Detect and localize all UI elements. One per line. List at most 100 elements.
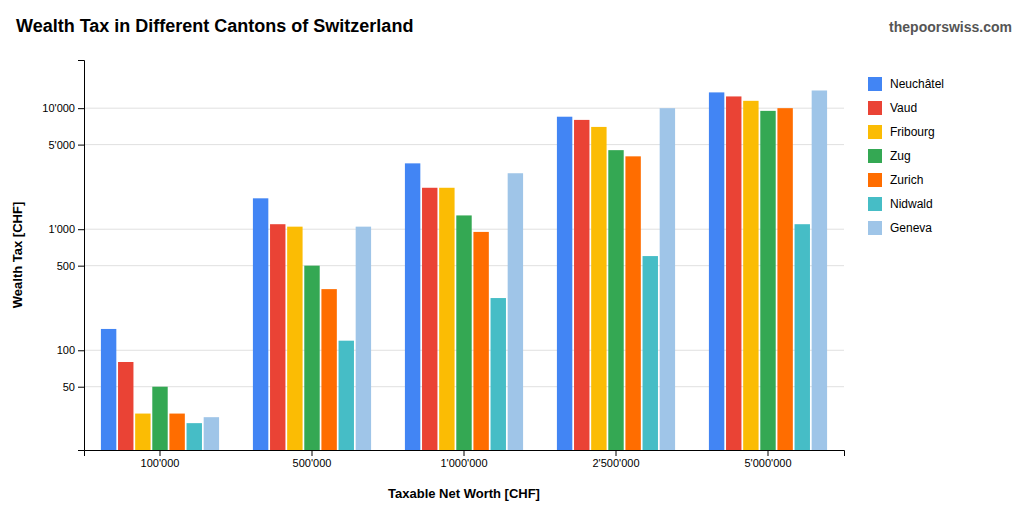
- y-tick-label: 5'000: [48, 139, 75, 151]
- legend-item: Zurich: [868, 173, 923, 187]
- bars: [101, 90, 827, 450]
- legend-label: Neuchâtel: [890, 77, 944, 91]
- legend-swatch: [868, 197, 882, 211]
- bar: [339, 341, 354, 450]
- bar-series: [135, 101, 758, 450]
- plot-area: 501005001'0005'00010'000100'000500'0001'…: [42, 61, 844, 469]
- x-tick: 5'000'000: [744, 450, 791, 469]
- legend-swatch: [868, 101, 882, 115]
- bar: [777, 108, 792, 450]
- bar-series: [204, 90, 827, 450]
- bar: [491, 298, 506, 450]
- legend-item: Zug: [868, 149, 911, 163]
- y-axis-title: Wealth Tax [CHF]: [10, 202, 25, 308]
- x-tick-label: 5'000'000: [744, 457, 791, 469]
- x-tick-label: 100'000: [141, 457, 180, 469]
- bar-series: [152, 111, 775, 450]
- bar: [660, 108, 675, 450]
- x-tick-mark: [616, 450, 617, 456]
- bar: [405, 163, 420, 450]
- bar: [321, 289, 336, 450]
- legend-label: Fribourg: [890, 125, 935, 139]
- bar: [557, 117, 572, 450]
- bar: [270, 224, 285, 450]
- bar: [591, 127, 606, 450]
- x-tick-mark: [464, 450, 465, 456]
- bar-series: [118, 96, 741, 450]
- x-tick: 1'000'000: [440, 450, 487, 469]
- legend-item: Nidwald: [868, 197, 933, 211]
- legend-swatch: [868, 221, 882, 235]
- bar: [574, 120, 589, 450]
- x-tick-mark: [160, 450, 161, 456]
- x-tick-mark: [312, 450, 313, 456]
- bar: [760, 111, 775, 450]
- bar: [726, 96, 741, 450]
- y-axis: 501005001'0005'00010'000: [42, 61, 84, 451]
- y-tick-mark: [78, 108, 84, 109]
- x-tick-mark: [768, 450, 769, 456]
- legend-label: Zurich: [890, 173, 923, 187]
- x-tick: 2'500'000: [592, 450, 639, 469]
- x-tick-label: 1'000'000: [440, 457, 487, 469]
- x-axis-line: [85, 451, 845, 457]
- legend-swatch: [868, 77, 882, 91]
- y-tick-label: 10'000: [42, 102, 75, 114]
- y-tick-mark: [78, 350, 84, 351]
- y-tick-label: 1'000: [48, 223, 75, 235]
- y-tick: 5'000: [48, 139, 84, 151]
- bar: [135, 414, 150, 450]
- y-tick-mark: [78, 229, 84, 230]
- legend-item: Vaud: [868, 101, 917, 115]
- bar: [439, 188, 454, 450]
- legend-item: Geneva: [868, 221, 932, 235]
- x-axis: 100'000 500'000 1'000'000 2'500'000 5'000'00…: [85, 450, 845, 469]
- legend-swatch: [868, 149, 882, 163]
- y-tick: 100: [57, 344, 84, 356]
- bar: [253, 198, 268, 450]
- x-tick: 500'000: [293, 450, 332, 469]
- y-tick: 10'000: [42, 102, 84, 114]
- bar-series: [187, 224, 810, 450]
- bar-series: [101, 92, 724, 450]
- bar: [204, 417, 219, 450]
- legend-label: Nidwald: [890, 197, 933, 211]
- legend-label: Geneva: [890, 221, 932, 235]
- bar: [473, 232, 488, 450]
- legend-swatch: [868, 173, 882, 187]
- annotation: thepoorswiss.com: [889, 19, 1012, 35]
- bar: [625, 156, 640, 450]
- y-tick-label: 100: [57, 344, 75, 356]
- legend-label: Vaud: [890, 101, 917, 115]
- bar: [287, 227, 302, 450]
- x-tick-label: 2'500'000: [592, 457, 639, 469]
- bar: [304, 266, 319, 450]
- y-tick: 1'000: [48, 223, 84, 235]
- x-tick-label: 500'000: [293, 457, 332, 469]
- y-axis-line: [78, 61, 85, 451]
- legend-item: Neuchâtel: [868, 77, 944, 91]
- legend-swatch: [868, 125, 882, 139]
- bar-series: [169, 108, 792, 450]
- y-tick-mark: [78, 145, 84, 146]
- bar: [795, 224, 810, 450]
- legend-label: Zug: [890, 149, 911, 163]
- legend-item: Fribourg: [868, 125, 935, 139]
- bar: [743, 101, 758, 450]
- bar: [422, 188, 437, 450]
- bar: [709, 92, 724, 450]
- bar: [356, 227, 371, 450]
- legend: Neuchâtel Vaud Fribourg Zug Zurich Nidwald Gen…: [868, 77, 944, 235]
- bar: [456, 215, 471, 450]
- x-axis-title: Taxable Net Worth [CHF]: [388, 486, 540, 501]
- y-tick-mark: [78, 266, 84, 267]
- bar: [812, 90, 827, 450]
- bar: [152, 387, 167, 450]
- bar: [508, 173, 523, 450]
- title: Wealth Tax in Different Cantons of Switz…: [16, 16, 413, 36]
- x-tick: 100'000: [141, 450, 180, 469]
- y-tick-label: 500: [57, 260, 75, 272]
- bar: [643, 256, 658, 450]
- chart: 501005001'0005'00010'000100'000500'0001'…: [0, 0, 1024, 512]
- y-tick-mark: [78, 387, 84, 388]
